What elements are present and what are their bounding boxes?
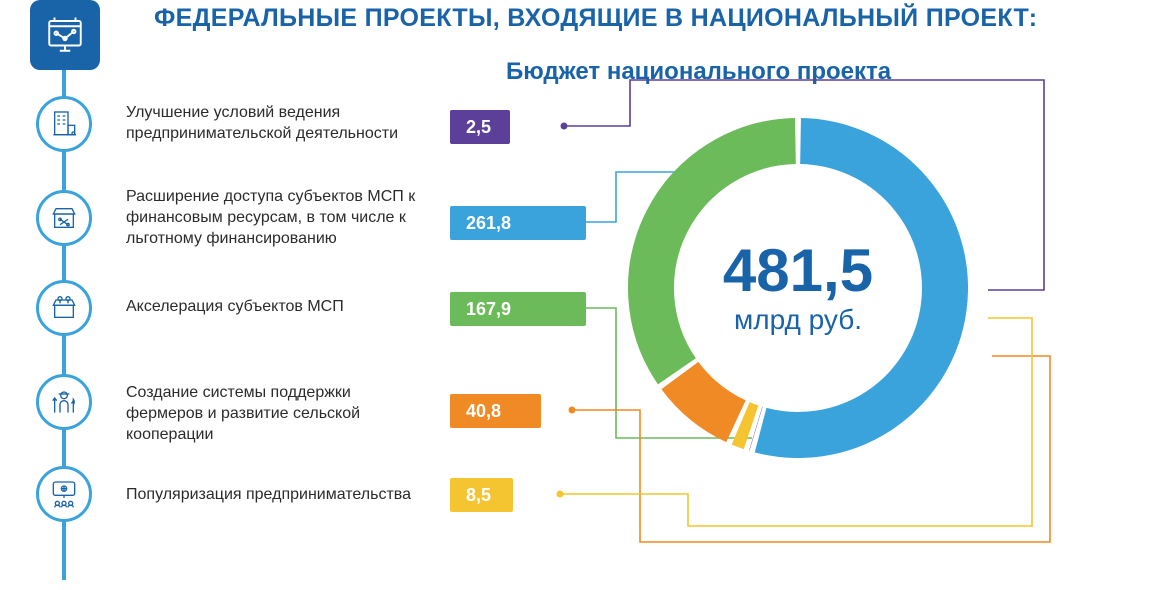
building-icon — [48, 108, 80, 140]
item-value-text-2: 167,9 — [466, 299, 511, 320]
item-value-chip-4: 8,5 — [450, 478, 513, 512]
shop-discount-icon — [48, 202, 80, 234]
donut-slice — [741, 423, 751, 427]
item-label-0: Улучшение условий ведения предпринимател… — [126, 102, 426, 144]
donut-svg — [628, 118, 968, 458]
item-label-3: Создание системы поддержки фермеров и ра… — [126, 382, 426, 445]
presentation-icon — [48, 478, 80, 510]
donut-slice — [761, 141, 945, 435]
item-value-text-1: 261,8 — [466, 213, 511, 234]
project-board-icon — [44, 14, 86, 56]
page-title: ФЕДЕРАЛЬНЫЕ ПРОЕКТЫ, ВХОДЯЩИЕ В НАЦИОНАЛ… — [154, 4, 1037, 33]
chart-subtitle: Бюджет национального проекта — [506, 58, 891, 86]
item-value-text-0: 2,5 — [466, 117, 491, 138]
item-value-chip-2: 167,9 — [450, 292, 586, 326]
farmer-icon — [48, 386, 80, 418]
header-icon-node — [30, 0, 100, 70]
item-value-chip-3: 40,8 — [450, 394, 541, 428]
leader-dot — [557, 491, 564, 498]
item-icon-node-4 — [36, 466, 92, 522]
leader-dot — [561, 123, 568, 130]
item-value-text-4: 8,5 — [466, 485, 491, 506]
item-icon-node-3 — [36, 374, 92, 430]
item-value-chip-0: 2,5 — [450, 110, 510, 144]
item-label-2: Акселерация субъектов МСП — [126, 296, 426, 317]
donut-slice — [651, 141, 795, 371]
item-icon-node-2 — [36, 280, 92, 336]
item-value-text-3: 40,8 — [466, 401, 501, 422]
item-label-1: Расширение доступа субъектов МСП к финан… — [126, 186, 426, 249]
item-icon-node-1 — [36, 190, 92, 246]
shop-location-icon — [48, 292, 80, 324]
donut-slice — [680, 376, 736, 422]
budget-donut-chart: 481,5 млрд руб. — [628, 118, 968, 458]
item-value-chip-1: 261,8 — [450, 206, 586, 240]
item-label-4: Популяризация предпринимательства — [126, 484, 426, 505]
leader-dot — [569, 407, 576, 414]
item-icon-node-0 — [36, 96, 92, 152]
